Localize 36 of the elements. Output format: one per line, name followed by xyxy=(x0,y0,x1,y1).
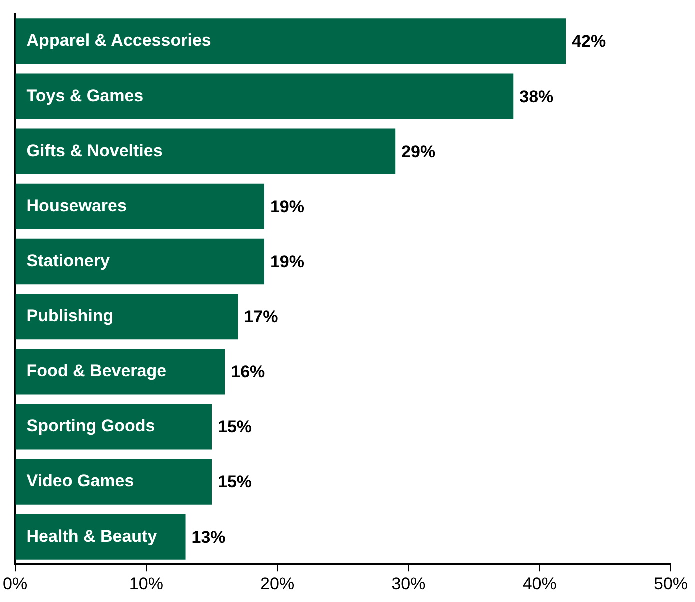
y-tick-label: Toys & Games xyxy=(26,86,144,106)
bar xyxy=(16,184,264,230)
x-tick-label: 0% xyxy=(2,574,28,594)
y-tick-label: Gifts & Novelties xyxy=(26,141,163,160)
bar xyxy=(16,238,264,285)
y-tick-label: Sporting Goods xyxy=(26,416,156,436)
data-label: 38% xyxy=(520,87,554,106)
y-tick-label: Housewares xyxy=(26,196,127,216)
bar xyxy=(16,294,238,340)
bar xyxy=(16,514,186,560)
y-tick-label: Food & Beverage xyxy=(26,362,167,381)
data-label: 13% xyxy=(192,528,226,547)
bar xyxy=(16,404,212,450)
x-tick-label: 40% xyxy=(522,574,557,594)
x-tick-label: 10% xyxy=(129,574,164,594)
y-tick-label: Health & Beauty xyxy=(26,526,158,546)
y-tick-label: Apparel & Accessories xyxy=(26,31,212,50)
bar xyxy=(16,128,396,174)
x-tick-label: 50% xyxy=(654,574,688,594)
x-tick-label: 20% xyxy=(260,574,295,594)
y-tick-label: Video Games xyxy=(26,472,134,491)
bar xyxy=(16,459,212,505)
data-label: 19% xyxy=(270,252,304,272)
bar xyxy=(16,349,226,395)
data-label: 15% xyxy=(218,472,252,492)
data-label: 19% xyxy=(270,197,304,216)
x-tick-label: 30% xyxy=(392,574,426,594)
data-label: 42% xyxy=(572,32,606,52)
bar xyxy=(16,74,514,120)
y-tick-label: Stationery xyxy=(26,251,110,270)
data-label: 29% xyxy=(402,142,436,162)
data-label: 17% xyxy=(244,308,278,327)
data-label: 15% xyxy=(218,418,252,437)
data-label: 16% xyxy=(231,362,266,382)
y-tick-label: Publishing xyxy=(26,306,114,326)
bar xyxy=(16,18,566,64)
